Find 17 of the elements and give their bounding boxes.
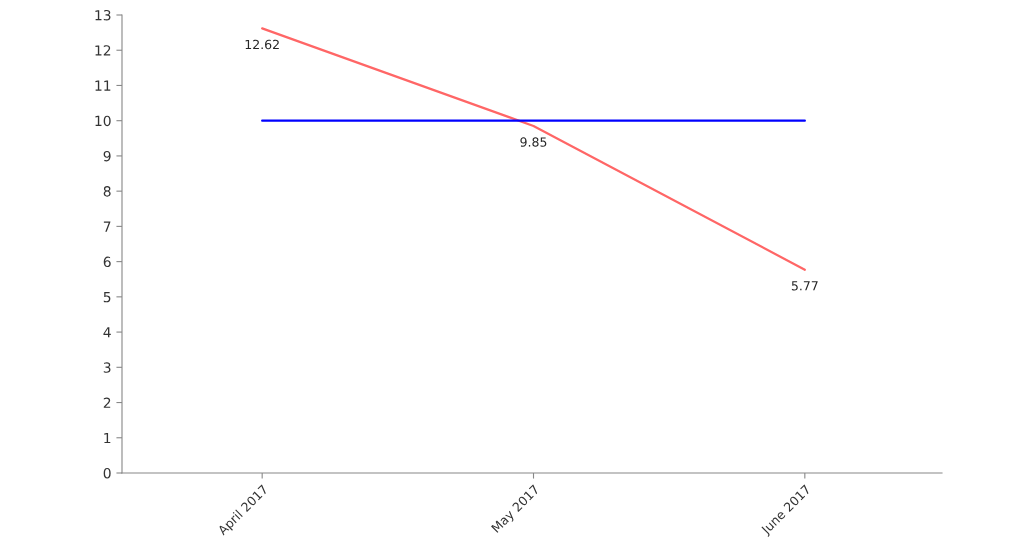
y-tick-label: 1 (104, 432, 111, 444)
y-tick-label: 12 (95, 45, 111, 56)
y-tick-label: 10 (95, 115, 111, 127)
y-tick-label: 5 (103, 292, 111, 303)
y-tick-label: 0 (103, 467, 111, 479)
y-tick-label: 4 (103, 327, 111, 338)
y-tick-label: 9 (103, 150, 111, 162)
data-label: 9.85 (520, 137, 547, 147)
y-tick-label: 3 (103, 362, 111, 373)
y-tick-label: 11 (95, 80, 111, 91)
data-label: 12.62 (245, 39, 279, 50)
y-tick-label: 2 (103, 397, 111, 408)
y-tick-label: 7 (103, 221, 111, 232)
y-tick-label: 8 (103, 186, 111, 197)
y-tick-label: 6 (103, 256, 111, 268)
data-label: 5.77 (791, 281, 818, 291)
y-tick-label: 13 (95, 9, 111, 21)
